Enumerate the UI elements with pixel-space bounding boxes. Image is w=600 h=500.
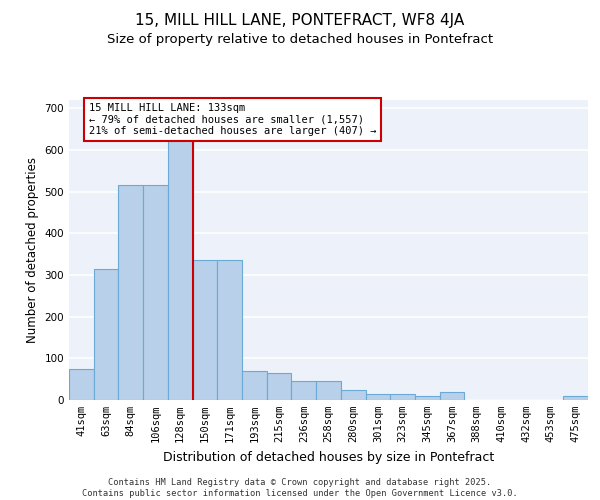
Bar (267, 373, 292, 400)
Bar (390, 394, 415, 400)
X-axis label: Distribution of detached houses by size in Pontefract: Distribution of detached houses by size … (163, 450, 494, 464)
Text: 15, MILL HILL LANE, PONTEFRACT, WF8 4JA: 15, MILL HILL LANE, PONTEFRACT, WF8 4JA (136, 12, 464, 28)
Text: Size of property relative to detached houses in Pontefract: Size of property relative to detached ho… (107, 32, 493, 46)
Bar (193, 260, 217, 400)
Bar (118, 186, 143, 400)
Bar (365, 394, 390, 400)
Bar (440, 392, 464, 400)
Bar (168, 134, 193, 400)
Bar (316, 381, 341, 400)
Bar (415, 396, 440, 400)
Bar (341, 390, 365, 400)
Bar (292, 381, 316, 400)
Y-axis label: Number of detached properties: Number of detached properties (26, 157, 39, 343)
Text: 15 MILL HILL LANE: 133sqm
← 79% of detached houses are smaller (1,557)
21% of se: 15 MILL HILL LANE: 133sqm ← 79% of detac… (89, 103, 376, 136)
Bar (143, 186, 168, 400)
Bar (94, 269, 118, 400)
Bar (563, 396, 588, 400)
Bar (217, 260, 242, 400)
Text: Contains HM Land Registry data © Crown copyright and database right 2025.
Contai: Contains HM Land Registry data © Crown c… (82, 478, 518, 498)
Bar (69, 369, 94, 400)
Bar (242, 371, 267, 400)
